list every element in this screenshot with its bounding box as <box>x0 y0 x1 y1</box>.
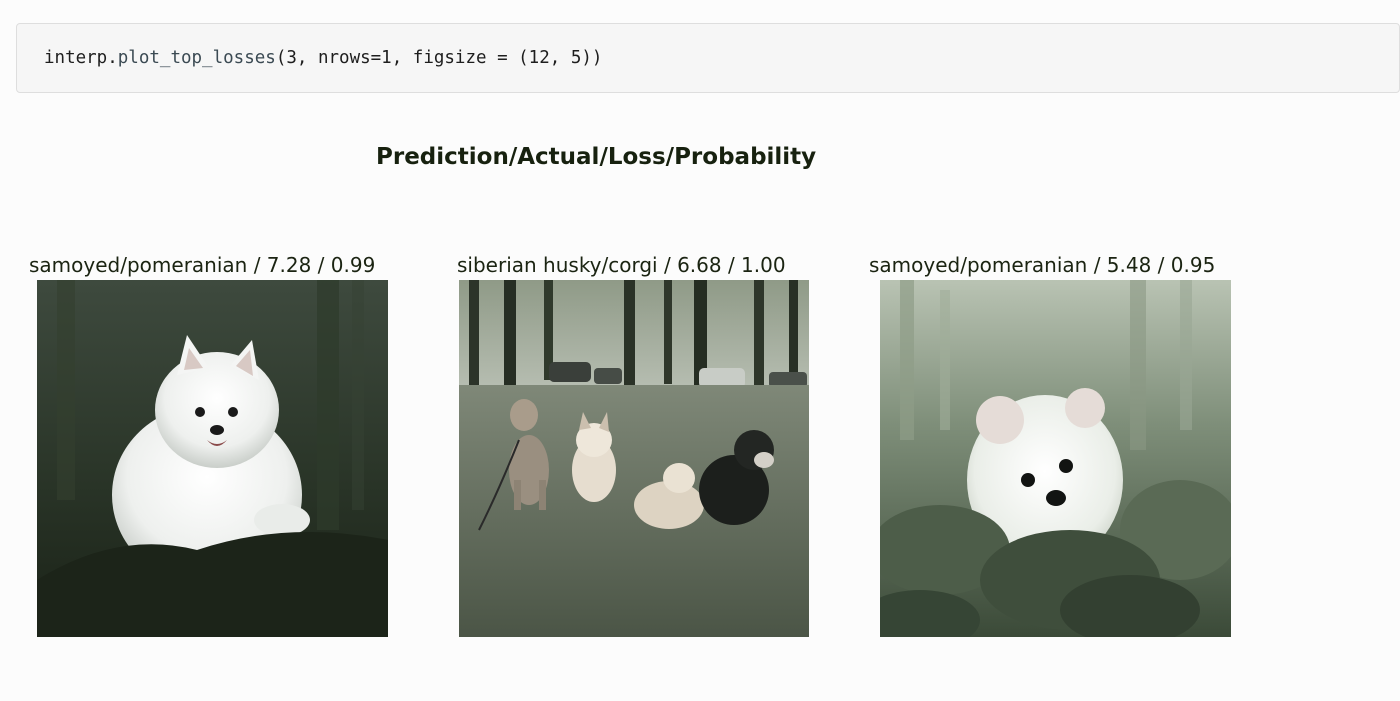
figure-suptitle: Prediction/Actual/Loss/Probability <box>376 144 817 170</box>
code-variable: interp. <box>44 48 118 68</box>
panel-1-image <box>37 280 388 637</box>
pomeranian-leaves-photo <box>880 280 1231 637</box>
panel-1-title: samoyed/pomeranian / 7.28 / 0.99 <box>29 253 376 277</box>
dogs-park-photo <box>459 280 809 637</box>
code-function: plot_top_losses <box>117 48 276 68</box>
code-line[interactable]: interp.plot_top_losses(3, nrows=1, figsi… <box>44 48 602 68</box>
panel-2-title: siberian husky/corgi / 6.68 / 1.00 <box>457 253 786 277</box>
code-cell[interactable]: interp.plot_top_losses(3, nrows=1, figsi… <box>16 23 1400 93</box>
panel-2-image <box>459 280 809 637</box>
samoyed-forest-photo <box>37 280 388 637</box>
panel-3-title: samoyed/pomeranian / 5.48 / 0.95 <box>869 253 1216 277</box>
panel-3-image <box>880 280 1231 637</box>
code-arguments: (3, nrows=1, figsize = (12, 5)) <box>275 48 603 68</box>
